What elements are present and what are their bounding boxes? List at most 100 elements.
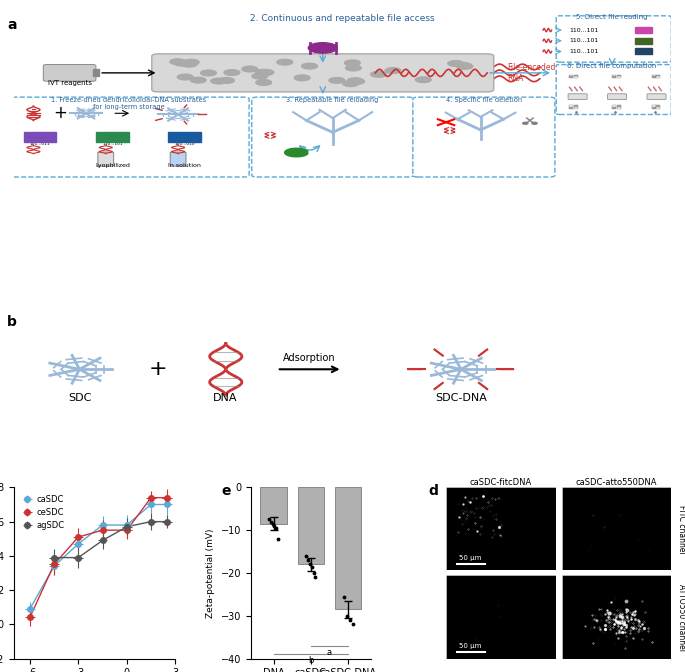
Bar bbox=[635, 48, 651, 54]
Text: +: + bbox=[53, 104, 66, 122]
Bar bbox=[569, 75, 573, 76]
Circle shape bbox=[224, 70, 240, 75]
Circle shape bbox=[345, 65, 361, 71]
Bar bbox=[651, 106, 656, 107]
Circle shape bbox=[258, 69, 274, 75]
Bar bbox=[616, 107, 621, 109]
Circle shape bbox=[349, 79, 364, 84]
Circle shape bbox=[184, 59, 199, 65]
Circle shape bbox=[242, 66, 258, 72]
Circle shape bbox=[532, 122, 537, 124]
Text: DNA: DNA bbox=[213, 392, 238, 403]
Circle shape bbox=[308, 43, 337, 53]
Text: b: b bbox=[7, 314, 17, 329]
Text: 6. Direct file computation: 6. Direct file computation bbox=[567, 63, 657, 69]
Bar bbox=[616, 75, 621, 76]
Text: File-encoded
RNA: File-encoded RNA bbox=[507, 63, 556, 83]
Text: IVT reagents: IVT reagents bbox=[47, 80, 92, 86]
Bar bbox=[656, 106, 660, 107]
FancyBboxPatch shape bbox=[413, 97, 555, 177]
Text: 101...011: 101...011 bbox=[29, 142, 50, 146]
Circle shape bbox=[182, 61, 197, 67]
Text: Lyophilized: Lyophilized bbox=[95, 163, 129, 168]
Polygon shape bbox=[285, 149, 308, 157]
Bar bbox=[335, 487, 361, 610]
FancyBboxPatch shape bbox=[98, 152, 114, 166]
Bar bbox=[569, 76, 573, 78]
Circle shape bbox=[219, 77, 234, 83]
Circle shape bbox=[301, 63, 317, 69]
Circle shape bbox=[277, 59, 292, 65]
Bar bbox=[656, 107, 660, 109]
Circle shape bbox=[211, 78, 227, 84]
Circle shape bbox=[371, 71, 386, 77]
Text: 50 μm: 50 μm bbox=[460, 642, 482, 648]
Text: d: d bbox=[429, 484, 438, 498]
Bar bbox=[651, 107, 656, 109]
Text: In solution: In solution bbox=[169, 163, 201, 168]
Text: ATTO550 channel: ATTO550 channel bbox=[677, 583, 685, 650]
Text: 110...101: 110...101 bbox=[569, 49, 599, 54]
Bar bbox=[574, 107, 578, 109]
Bar bbox=[92, 69, 99, 77]
Circle shape bbox=[415, 77, 432, 83]
Bar bbox=[612, 75, 616, 76]
Bar bbox=[574, 75, 578, 76]
Circle shape bbox=[295, 75, 310, 81]
Circle shape bbox=[456, 62, 471, 69]
Bar bbox=[569, 106, 573, 107]
Circle shape bbox=[523, 122, 528, 124]
Text: Adsorption: Adsorption bbox=[284, 353, 336, 363]
Title: caSDC-fitcDNA: caSDC-fitcDNA bbox=[470, 478, 532, 487]
Bar bbox=[616, 76, 621, 78]
Text: 1. Freeze-dried dendricolloidal-DNA substrates: 1. Freeze-dried dendricolloidal-DNA subs… bbox=[51, 97, 206, 103]
Legend: caSDC, ceSDC, agSDC: caSDC, ceSDC, agSDC bbox=[18, 491, 68, 534]
Circle shape bbox=[174, 60, 190, 66]
Bar bbox=[651, 76, 656, 78]
Circle shape bbox=[342, 81, 359, 87]
Bar bbox=[612, 106, 616, 107]
FancyBboxPatch shape bbox=[647, 94, 666, 99]
Text: 5. Direct file reading: 5. Direct file reading bbox=[576, 14, 648, 20]
FancyBboxPatch shape bbox=[43, 65, 96, 81]
FancyBboxPatch shape bbox=[8, 97, 249, 177]
FancyBboxPatch shape bbox=[608, 94, 627, 99]
Text: 110...101: 110...101 bbox=[569, 28, 599, 32]
Title: caSDC-atto550DNA: caSDC-atto550DNA bbox=[576, 478, 658, 487]
Bar bbox=[635, 38, 651, 44]
Circle shape bbox=[345, 60, 360, 66]
Circle shape bbox=[201, 70, 216, 76]
Circle shape bbox=[177, 74, 193, 80]
Text: 2. Continuous and repeatable file access: 2. Continuous and repeatable file access bbox=[250, 13, 435, 23]
Text: 110...101: 110...101 bbox=[102, 142, 123, 146]
Circle shape bbox=[385, 68, 401, 73]
FancyBboxPatch shape bbox=[568, 94, 587, 99]
Text: +: + bbox=[149, 360, 168, 379]
Text: e: e bbox=[221, 484, 231, 498]
Text: 100...010: 100...010 bbox=[175, 142, 195, 146]
Circle shape bbox=[347, 78, 363, 83]
Circle shape bbox=[256, 69, 271, 75]
Bar bbox=[96, 132, 129, 142]
Bar bbox=[616, 106, 621, 107]
Bar bbox=[574, 76, 578, 78]
Bar bbox=[169, 132, 201, 142]
Bar bbox=[656, 75, 660, 76]
Text: for long-term storage: for long-term storage bbox=[93, 103, 164, 110]
Circle shape bbox=[329, 77, 345, 83]
Y-axis label: Zeta-potential (mV): Zeta-potential (mV) bbox=[206, 528, 215, 618]
Text: SDC: SDC bbox=[68, 392, 91, 403]
Text: a: a bbox=[327, 648, 332, 657]
Bar bbox=[612, 107, 616, 109]
Circle shape bbox=[252, 73, 268, 79]
FancyBboxPatch shape bbox=[556, 65, 671, 114]
Text: 50 μm: 50 μm bbox=[460, 554, 482, 560]
FancyBboxPatch shape bbox=[252, 97, 414, 177]
Bar bbox=[298, 487, 324, 564]
Circle shape bbox=[256, 79, 271, 85]
Bar bbox=[23, 132, 56, 142]
Circle shape bbox=[190, 77, 206, 83]
FancyBboxPatch shape bbox=[556, 16, 671, 62]
FancyBboxPatch shape bbox=[170, 152, 186, 166]
Bar bbox=[635, 27, 651, 33]
